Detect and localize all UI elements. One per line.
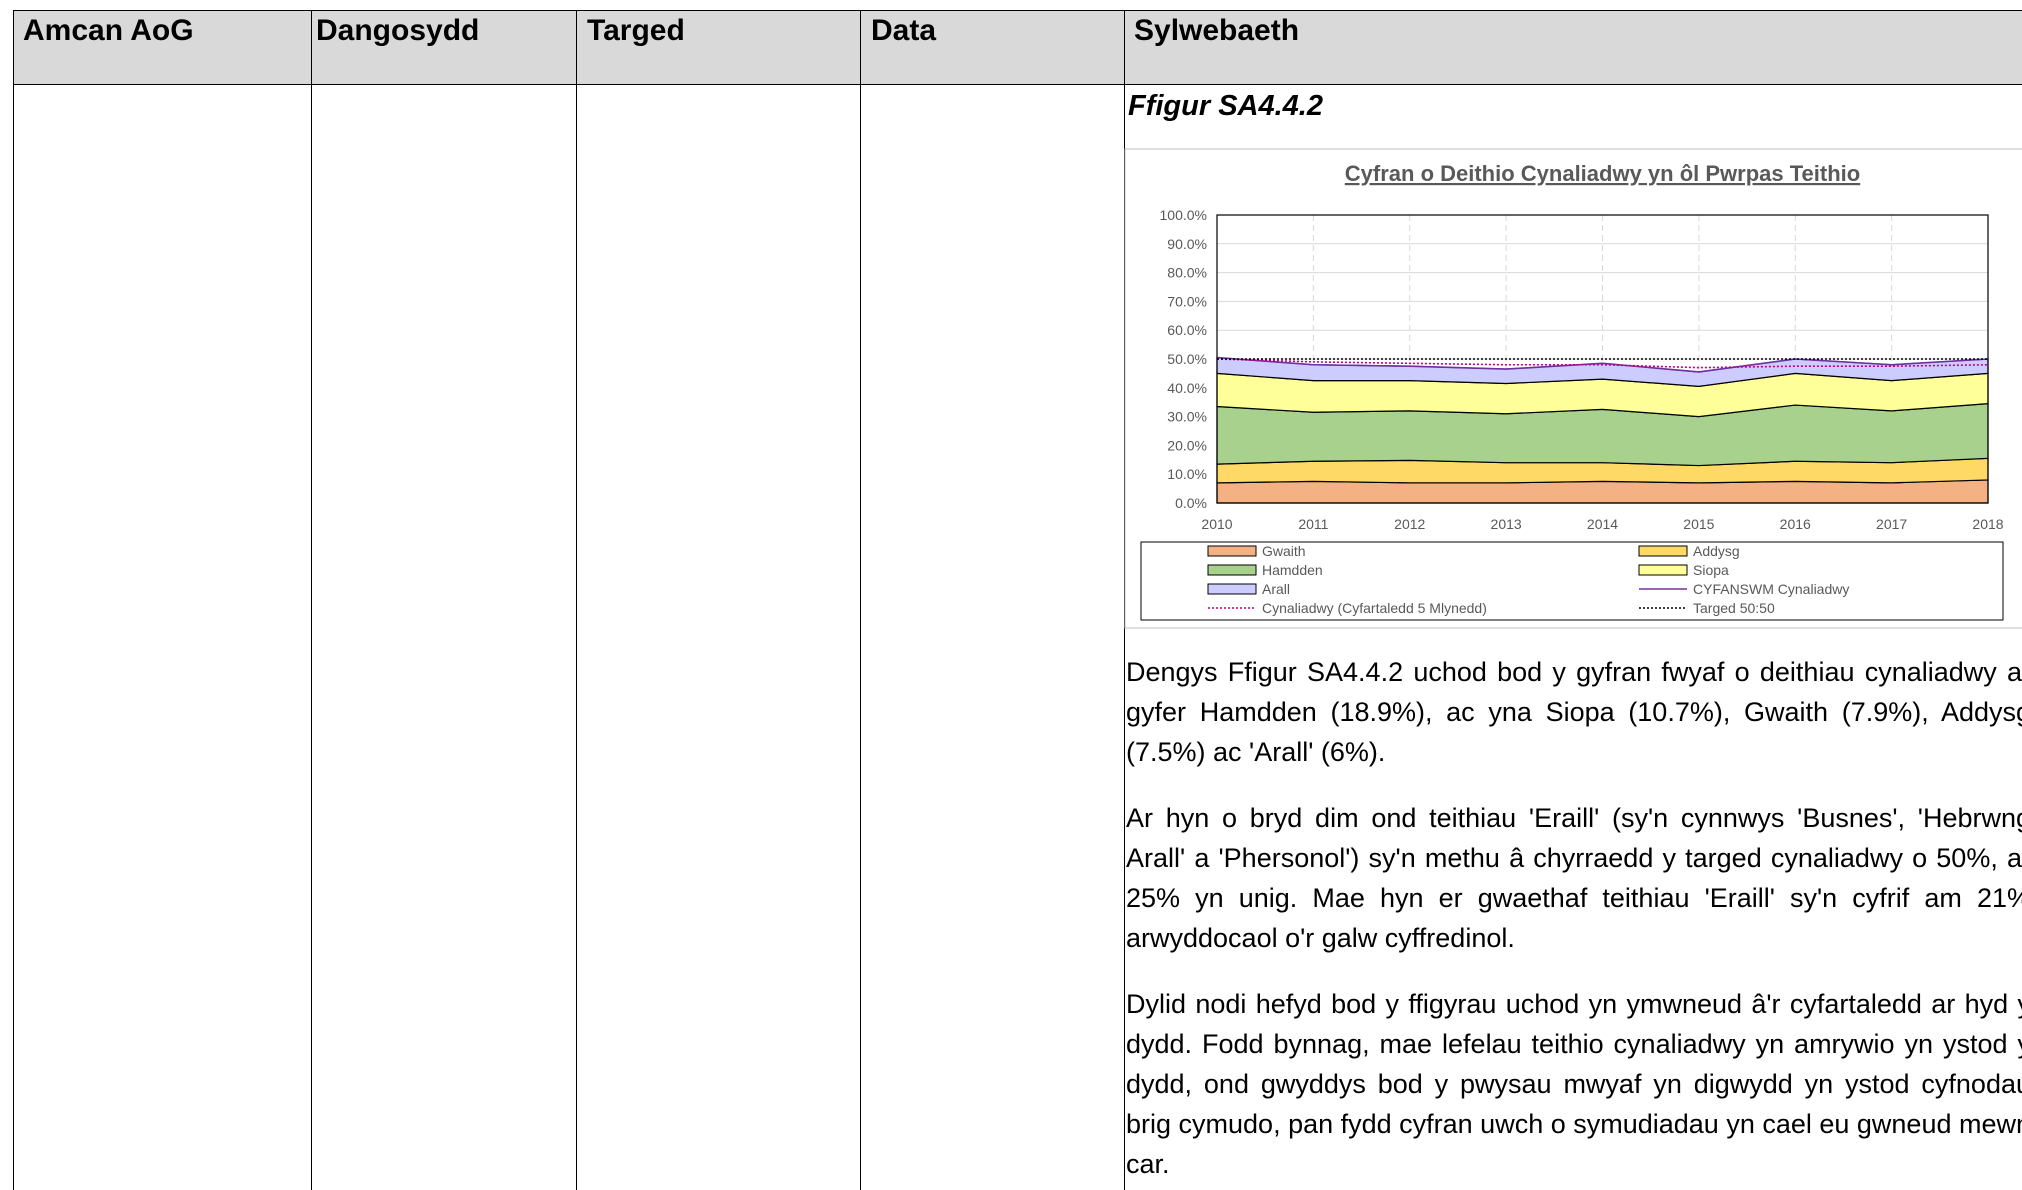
header-cell: Targed bbox=[587, 14, 685, 47]
line bbox=[1216, 356, 1989, 373]
line bbox=[1216, 358, 1989, 369]
x-tick-label: 2011 bbox=[1298, 516, 1328, 532]
cell-border bbox=[860, 10, 861, 1190]
legend-box bbox=[1140, 541, 2004, 621]
x-tick-label: 2018 bbox=[1972, 516, 2003, 532]
cell-border bbox=[13, 10, 14, 1190]
x-tick-label: 2016 bbox=[1780, 516, 1811, 532]
paragraph: Dylid nodi hefyd bod y ffigyrau uchod yn… bbox=[1126, 989, 2022, 1179]
chart: Cyfran o Deithio Cynaliadwy yn ôl Pwrpas… bbox=[1124, 148, 2022, 629]
chart-title: Cyfran o Deithio Cynaliadwy yn ôl Pwrpas… bbox=[1345, 161, 1860, 186]
area bbox=[1216, 479, 1989, 504]
legend-label: Hamdden bbox=[1262, 562, 1323, 578]
cell-border bbox=[311, 10, 312, 1190]
y-tick-label: 60.0% bbox=[1167, 322, 1207, 338]
legend-swatch bbox=[1207, 545, 1257, 557]
y-tick-label: 50.0% bbox=[1167, 351, 1207, 367]
y-tick-label: 80.0% bbox=[1167, 265, 1207, 281]
y-tick-label: 90.0% bbox=[1167, 236, 1207, 252]
x-tick-label: 2014 bbox=[1587, 516, 1618, 532]
legend-label: Targed 50:50 bbox=[1693, 600, 1775, 616]
legend-swatch bbox=[1207, 583, 1257, 595]
x-tick-label: 2013 bbox=[1491, 516, 1522, 532]
y-tick-label: 100.0% bbox=[1160, 207, 1207, 223]
header-cell: Sylwebaeth bbox=[1134, 14, 1300, 47]
paragraph: Ar hyn o bryd dim ond teithiau 'Eraill' … bbox=[1126, 803, 2022, 953]
x-tick-label: 2015 bbox=[1683, 516, 1714, 532]
figure-label: Ffigur SA4.4.2 bbox=[1128, 90, 1323, 122]
legend-label: Gwaith bbox=[1262, 543, 1306, 559]
legend-label: Addysg bbox=[1693, 543, 1740, 559]
header-row bbox=[13, 10, 2022, 85]
y-tick-label: 10.0% bbox=[1167, 466, 1207, 482]
x-tick-label: 2012 bbox=[1394, 516, 1425, 532]
legend-swatch bbox=[1638, 564, 1688, 576]
legend-label: Arall bbox=[1262, 581, 1290, 597]
y-tick-label: 20.0% bbox=[1167, 437, 1207, 453]
legend-label: CYFANSWM Cynaliadwy bbox=[1693, 581, 1849, 597]
legend-swatch bbox=[1638, 545, 1688, 557]
cell-border bbox=[576, 10, 577, 1190]
header-cell: Dangosydd bbox=[316, 14, 480, 47]
y-tick-label: 40.0% bbox=[1167, 380, 1207, 396]
header-cell: Amcan AoG bbox=[23, 14, 194, 47]
y-tick-label: 70.0% bbox=[1167, 293, 1207, 309]
legend-label: Siopa bbox=[1693, 562, 1729, 578]
header-cell: Data bbox=[871, 14, 937, 47]
legend-swatch bbox=[1207, 564, 1257, 576]
legend-label: Cynaliadwy (Cyfartaledd 5 Mlynedd) bbox=[1262, 600, 1487, 616]
y-tick-label: 0.0% bbox=[1175, 495, 1207, 511]
y-tick-label: 30.0% bbox=[1167, 409, 1207, 425]
plot-frame bbox=[1216, 214, 1989, 504]
x-tick-label: 2017 bbox=[1876, 516, 1907, 532]
x-tick-label: 2010 bbox=[1201, 516, 1232, 532]
area bbox=[1216, 402, 1989, 467]
paragraph: Dengys Ffigur SA4.4.2 uchod bod y gyfran… bbox=[1126, 657, 2022, 767]
